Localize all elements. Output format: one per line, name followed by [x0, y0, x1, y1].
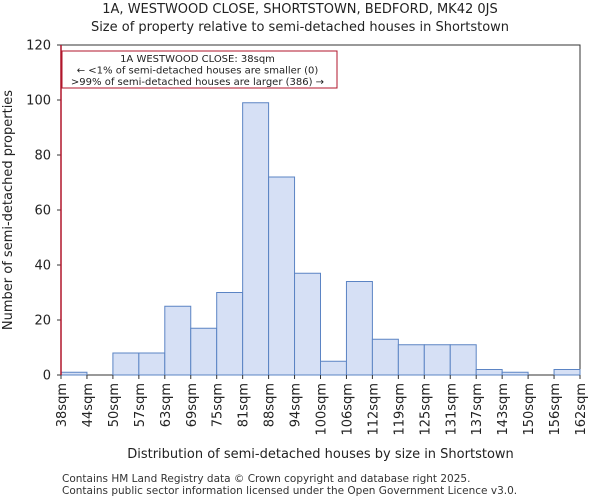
histogram-bar	[60, 371, 88, 376]
x-tick-label: 156sqm	[548, 383, 563, 436]
x-tick-label: 150sqm	[522, 383, 537, 436]
annotation-line: >99% of semi-detached houses are larger …	[71, 77, 324, 88]
footer-copyright: Contains HM Land Registry data © Crown c…	[62, 473, 471, 485]
x-tick-label: 38sqm	[55, 383, 70, 427]
x-tick-label: 125sqm	[418, 383, 433, 436]
x-tick-label: 63sqm	[159, 383, 174, 427]
x-tick-label: 162sqm	[574, 383, 589, 436]
histogram-bar	[553, 369, 581, 376]
x-tick-label: 112sqm	[366, 383, 381, 436]
x-tick-label: 75sqm	[211, 383, 226, 427]
histogram-bar	[501, 371, 529, 376]
chart-subtitle: Size of property relative to semi-detach…	[90, 20, 510, 35]
annotation-box	[61, 50, 338, 89]
x-tick-label: 44sqm	[81, 383, 96, 427]
x-tick-label: 94sqm	[289, 383, 304, 427]
histogram-bar	[397, 344, 425, 376]
histogram-chart: 0 20 40 60 80 100 120 38sqm 44sqm 50sqm 57sqm 63sqm…	[1, 39, 589, 463]
histogram-bar	[294, 272, 321, 376]
y-tick-label: 80	[34, 149, 51, 164]
x-tick-label: 81sqm	[237, 383, 252, 427]
annotation-line: ← <1% of semi-detached houses are smalle…	[77, 66, 319, 77]
y-tick-label: 0	[43, 369, 51, 384]
y-tick-label: 120	[26, 39, 51, 54]
footer-licence: Contains public sector information licen…	[62, 485, 518, 497]
histogram-bar	[345, 281, 373, 376]
x-axis-label: Distribution of semi-detached houses by …	[127, 447, 514, 462]
histogram-bar	[268, 176, 296, 376]
x-tick-label: 57sqm	[133, 383, 148, 427]
histogram-bar	[216, 292, 244, 376]
histogram-bar	[164, 305, 192, 376]
histogram-bar	[423, 344, 451, 376]
histogram-bar	[475, 369, 503, 376]
x-tick-label: 143sqm	[496, 383, 511, 436]
annotation-line: 1A WESTWOOD CLOSE: 38sqm	[120, 54, 275, 65]
x-tick-label: 137sqm	[470, 383, 485, 436]
x-tick-label: 106sqm	[340, 383, 355, 436]
y-tick-label: 100	[26, 94, 51, 109]
y-tick-label: 60	[34, 204, 51, 219]
x-tick-label: 119sqm	[392, 383, 407, 436]
x-tick-label: 88sqm	[263, 383, 278, 427]
chart-title: 1A, WESTWOOD CLOSE, SHORTSTOWN, BEDFORD,…	[102, 2, 498, 17]
histogram-bar	[449, 344, 477, 376]
x-tick-label: 69sqm	[185, 383, 200, 427]
histogram-bar	[138, 352, 166, 376]
histogram-bar	[112, 352, 140, 376]
x-tick-label: 131sqm	[444, 383, 459, 436]
histogram-bar	[190, 327, 218, 376]
y-tick-label: 20	[34, 314, 51, 329]
histogram-bar	[320, 360, 347, 376]
histogram-bar	[371, 338, 399, 376]
x-tick-label: 50sqm	[107, 383, 122, 427]
y-tick-label: 40	[34, 259, 51, 274]
histogram-bar	[242, 102, 270, 376]
y-axis-label: Number of semi-detached properties	[1, 90, 16, 330]
x-tick-label: 100sqm	[315, 383, 330, 436]
